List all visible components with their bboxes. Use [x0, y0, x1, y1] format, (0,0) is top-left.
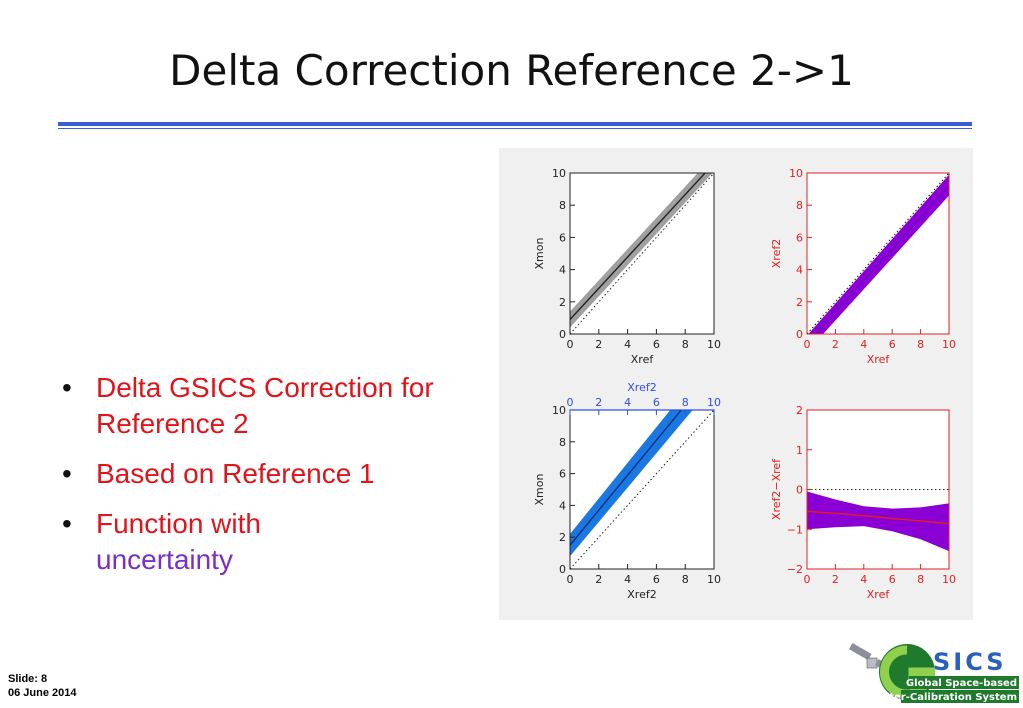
y-tick-label: 4 — [796, 264, 803, 277]
x-tick-label: 10 — [942, 338, 956, 351]
plot-area — [570, 410, 714, 569]
x-tick-label: 4 — [624, 573, 631, 586]
title-divider — [58, 122, 972, 126]
y-tick-label: 2 — [796, 296, 803, 309]
plot-area — [807, 173, 949, 334]
y-tick-label: 8 — [559, 436, 566, 449]
top-axis-tick-label: 2 — [595, 396, 602, 409]
x-tick-label: 4 — [860, 573, 867, 586]
x-tick-label: 8 — [682, 573, 689, 586]
y-tick-label: −2 — [787, 563, 803, 576]
y-tick-label: 0 — [796, 328, 803, 341]
y-tick-label: 2 — [559, 296, 566, 309]
y-tick-label: 8 — [796, 199, 803, 212]
x-tick-label: 6 — [653, 573, 660, 586]
x-tick-label: 10 — [707, 573, 721, 586]
top-axis-tick-label: 0 — [567, 396, 574, 409]
bullet-dot-icon: • — [62, 458, 72, 489]
x-tick-label: 8 — [917, 573, 924, 586]
x-tick-label: 2 — [832, 573, 839, 586]
y-axis-label: Xmon — [533, 237, 546, 269]
series-line — [570, 173, 707, 320]
y-axis-label: Xref2−Xref — [770, 458, 783, 520]
x-tick-label: 6 — [889, 573, 896, 586]
bullet-list: • Delta GSICS Correction for Reference 2 … — [62, 370, 462, 592]
series-line — [807, 510, 949, 525]
bullet-text: Function with — [96, 508, 261, 539]
x-tick-label: 2 — [595, 573, 602, 586]
slide-number: Slide: 8 — [8, 673, 48, 685]
bullet-item: • Based on Reference 1 — [62, 456, 462, 492]
y-tick-label: 2 — [796, 404, 803, 417]
y-axis-label: Xref2 — [770, 239, 783, 268]
y-tick-label: 10 — [789, 167, 803, 180]
bullet-text: Based on Reference 1 — [96, 458, 375, 489]
y-tick-label: 6 — [559, 231, 566, 244]
x-axis-label: Xref — [867, 588, 891, 601]
x-axis-label: Xref — [631, 353, 655, 366]
x-tick-label: 4 — [860, 338, 867, 351]
top-axis-tick-label: 6 — [653, 396, 660, 409]
gsics-logo: SICS Global Space-based Inter-Calibratio… — [848, 643, 1019, 703]
top-axis-tick-label: 10 — [707, 396, 721, 409]
bullet-text: Delta GSICS Correction for Reference 2 — [96, 372, 434, 439]
y-tick-label: 4 — [559, 499, 566, 512]
x-tick-label: 0 — [567, 338, 574, 351]
slide-date: 06 June 2014 — [8, 687, 77, 699]
series-line — [814, 185, 949, 334]
x-tick-label: 0 — [567, 573, 574, 586]
uncertainty-band — [807, 491, 949, 552]
slide-footer: Slide: 8 06 June 2014 — [8, 672, 77, 700]
x-tick-label: 8 — [917, 338, 924, 351]
x-tick-label: 0 — [804, 338, 811, 351]
bullet-dot-icon: • — [62, 508, 72, 539]
bullet-item: • Delta GSICS Correction for Reference 2 — [62, 370, 462, 442]
x-tick-label: 10 — [942, 573, 956, 586]
y-tick-label: −1 — [787, 523, 803, 536]
y-tick-label: 8 — [559, 199, 566, 212]
top-axis-label: Xref2 — [627, 381, 656, 394]
slide-title: Delta Correction Reference 2->1 — [169, 46, 854, 95]
y-tick-label: 10 — [552, 167, 566, 180]
y-tick-label: 1 — [796, 444, 803, 457]
y-tick-label: 10 — [552, 404, 566, 417]
x-tick-label: 0 — [804, 573, 811, 586]
y-tick-label: 6 — [559, 468, 566, 481]
x-tick-label: 2 — [595, 338, 602, 351]
logo-line2: Inter-Calibration System — [878, 692, 1017, 703]
y-tick-label: 6 — [796, 231, 803, 244]
top-axis-tick-label: 4 — [624, 396, 631, 409]
x-tick-label: 4 — [624, 338, 631, 351]
axes-frame — [569, 172, 715, 335]
series-line — [570, 410, 683, 546]
axes-frame — [806, 172, 950, 335]
calibration-figure: 0 2 4 6 8 10 0 2 4 6 8 10 Xref Xmon 0 2 4 6 8 10 0 2 4 6 8 10 Xref… — [499, 148, 973, 620]
logo-mark: SICS — [933, 648, 1007, 676]
y-tick-label: 2 — [559, 531, 566, 544]
uncertainty-band — [570, 173, 713, 328]
x-axis-label: Xref2 — [627, 588, 656, 601]
x-axis-label: Xref — [867, 353, 891, 366]
x-tick-label: 6 — [653, 338, 660, 351]
y-tick-label: 4 — [559, 264, 566, 277]
title-divider-thin — [58, 128, 972, 129]
plot-area — [807, 410, 949, 569]
x-tick-label: 6 — [889, 338, 896, 351]
x-tick-label: 10 — [707, 338, 721, 351]
logo-line1: Global Space-based — [906, 678, 1017, 689]
bullet-item: • Function with uncertainty — [62, 506, 462, 578]
x-tick-label: 2 — [832, 338, 839, 351]
y-tick-label: 0 — [559, 563, 566, 576]
top-axis-tick-label: 8 — [682, 396, 689, 409]
reference-line — [570, 173, 714, 334]
y-axis-label: Xmon — [533, 473, 546, 505]
y-tick-label: 0 — [559, 328, 566, 341]
bullet-text-highlight: uncertainty — [96, 544, 233, 575]
x-tick-label: 8 — [682, 338, 689, 351]
bullet-dot-icon: • — [62, 372, 72, 403]
y-tick-label: 0 — [796, 484, 803, 497]
